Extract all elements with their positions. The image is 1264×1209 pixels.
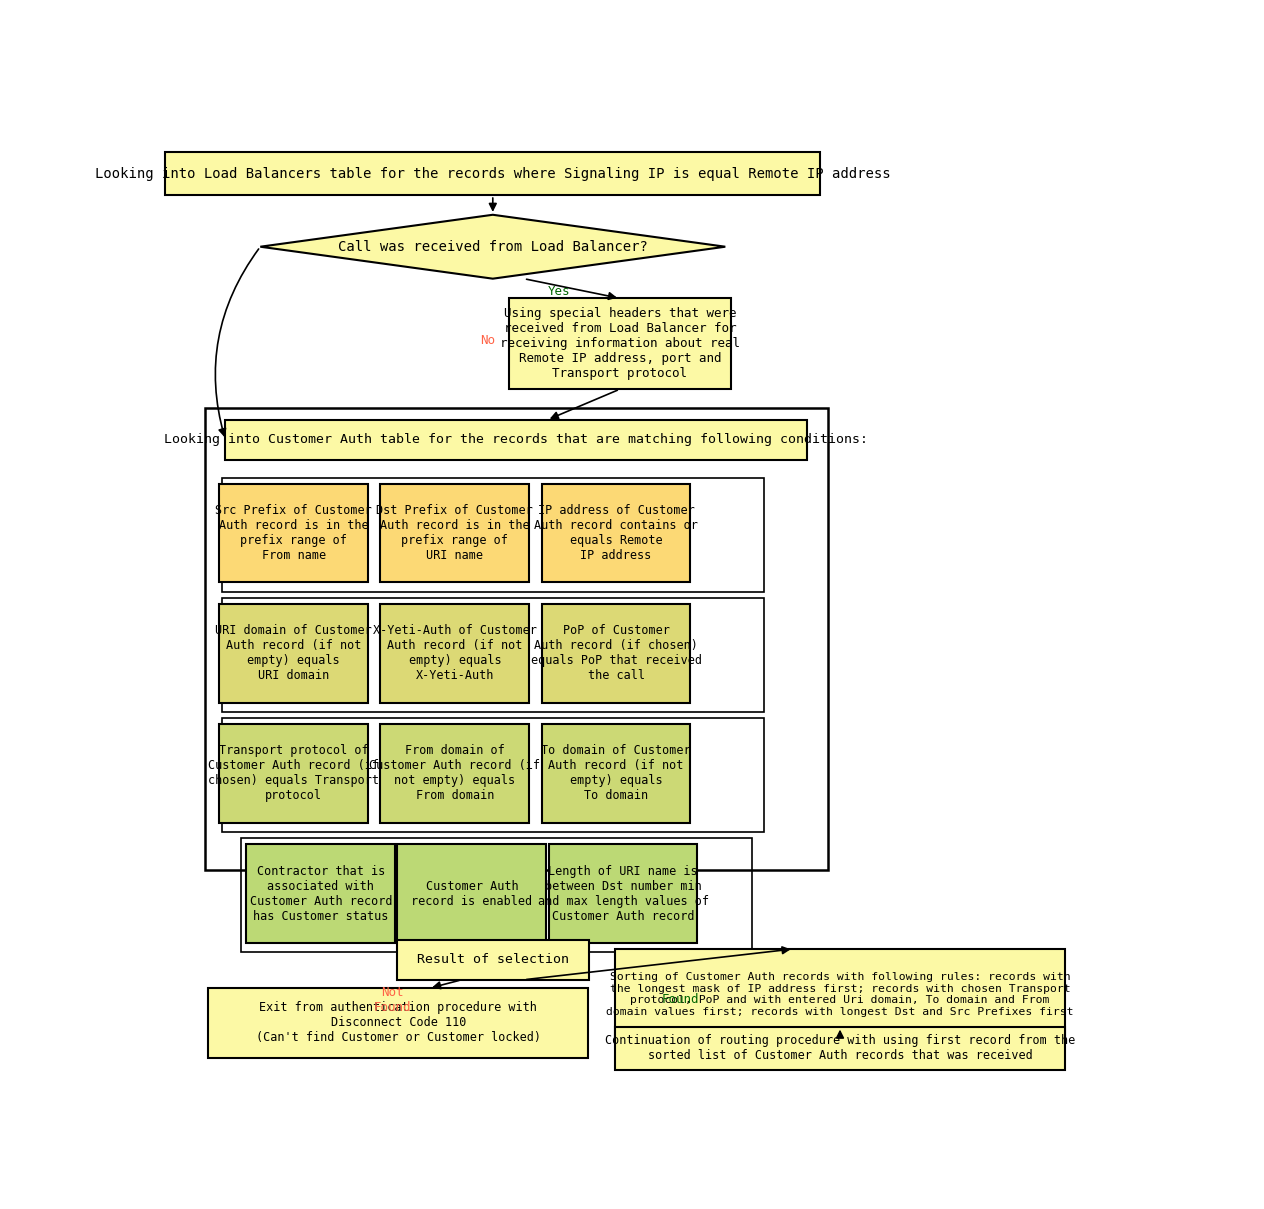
Text: Exit from authentication procedure with
Disconnect Code 110
(Can't find Customer: Exit from authentication procedure with … <box>255 1001 541 1045</box>
Text: X-Yeti-Auth of Customer
Auth record (if not
empty) equals
X-Yeti-Auth: X-Yeti-Auth of Customer Auth record (if … <box>373 624 537 682</box>
FancyBboxPatch shape <box>380 604 530 702</box>
FancyBboxPatch shape <box>542 604 690 702</box>
Text: To domain of Customer
Auth record (if not
empty) equals
To domain: To domain of Customer Auth record (if no… <box>541 745 691 803</box>
FancyBboxPatch shape <box>219 484 368 583</box>
FancyBboxPatch shape <box>219 604 368 702</box>
FancyBboxPatch shape <box>246 844 396 943</box>
Text: Using special headers that were
received from Load Balancer for
receiving inform: Using special headers that were received… <box>499 307 739 381</box>
Text: Not
Found: Not Found <box>373 985 411 1013</box>
Text: Dst Prefix of Customer
Auth record is in the
prefix range of
URI name: Dst Prefix of Customer Auth record is in… <box>377 504 533 562</box>
Text: Continuation of routing procedure with using first record from the
sorted list o: Continuation of routing procedure with u… <box>605 1034 1076 1063</box>
FancyBboxPatch shape <box>397 939 589 979</box>
Text: Yes: Yes <box>547 285 570 299</box>
FancyBboxPatch shape <box>225 420 806 459</box>
Text: Contractor that is
associated with
Customer Auth record
has Customer status: Contractor that is associated with Custo… <box>249 864 392 922</box>
FancyBboxPatch shape <box>166 152 820 195</box>
Text: From domain of
Customer Auth record (if
not empty) equals
From domain: From domain of Customer Auth record (if … <box>369 745 540 803</box>
Text: Looking into Customer Auth table for the records that are matching following con: Looking into Customer Auth table for the… <box>164 434 868 446</box>
Text: No: No <box>479 334 494 347</box>
Polygon shape <box>260 215 726 279</box>
Text: Src Prefix of Customer
Auth record is in the
prefix range of
From name: Src Prefix of Customer Auth record is in… <box>215 504 372 562</box>
FancyBboxPatch shape <box>397 844 546 943</box>
Text: Length of URI name is
between Dst number min
and max length values of
Customer A: Length of URI name is between Dst number… <box>537 864 709 922</box>
Text: Call was received from Load Balancer?: Call was received from Load Balancer? <box>337 239 647 254</box>
FancyBboxPatch shape <box>380 484 530 583</box>
Text: PoP of Customer
Auth record (if chosen)
equals PoP that received
the call: PoP of Customer Auth record (if chosen) … <box>531 624 702 682</box>
FancyBboxPatch shape <box>616 949 1064 1040</box>
FancyBboxPatch shape <box>508 299 731 389</box>
FancyBboxPatch shape <box>542 724 690 822</box>
FancyBboxPatch shape <box>542 484 690 583</box>
FancyBboxPatch shape <box>549 844 698 943</box>
Text: Result of selection: Result of selection <box>417 953 569 966</box>
FancyBboxPatch shape <box>616 1026 1064 1070</box>
Text: IP address of Customer
Auth record contains or
equals Remote
IP address: IP address of Customer Auth record conta… <box>535 504 698 562</box>
FancyBboxPatch shape <box>380 724 530 822</box>
Text: Looking into Load Balancers table for the records where Signaling IP is equal Re: Looking into Load Balancers table for th… <box>95 167 891 180</box>
Text: Found: Found <box>662 993 699 1006</box>
FancyBboxPatch shape <box>209 988 588 1058</box>
Text: Customer Auth
record is enabled: Customer Auth record is enabled <box>411 879 532 908</box>
Text: Transport protocol of
Customer Auth record (if
chosen) equals Transport
protocol: Transport protocol of Customer Auth reco… <box>209 745 379 803</box>
Text: URI domain of Customer
Auth record (if not
empty) equals
URI domain: URI domain of Customer Auth record (if n… <box>215 624 372 682</box>
Text: Sorting of Customer Auth records with following rules: records with
the longest : Sorting of Customer Auth records with fo… <box>607 972 1073 1017</box>
FancyBboxPatch shape <box>219 724 368 822</box>
